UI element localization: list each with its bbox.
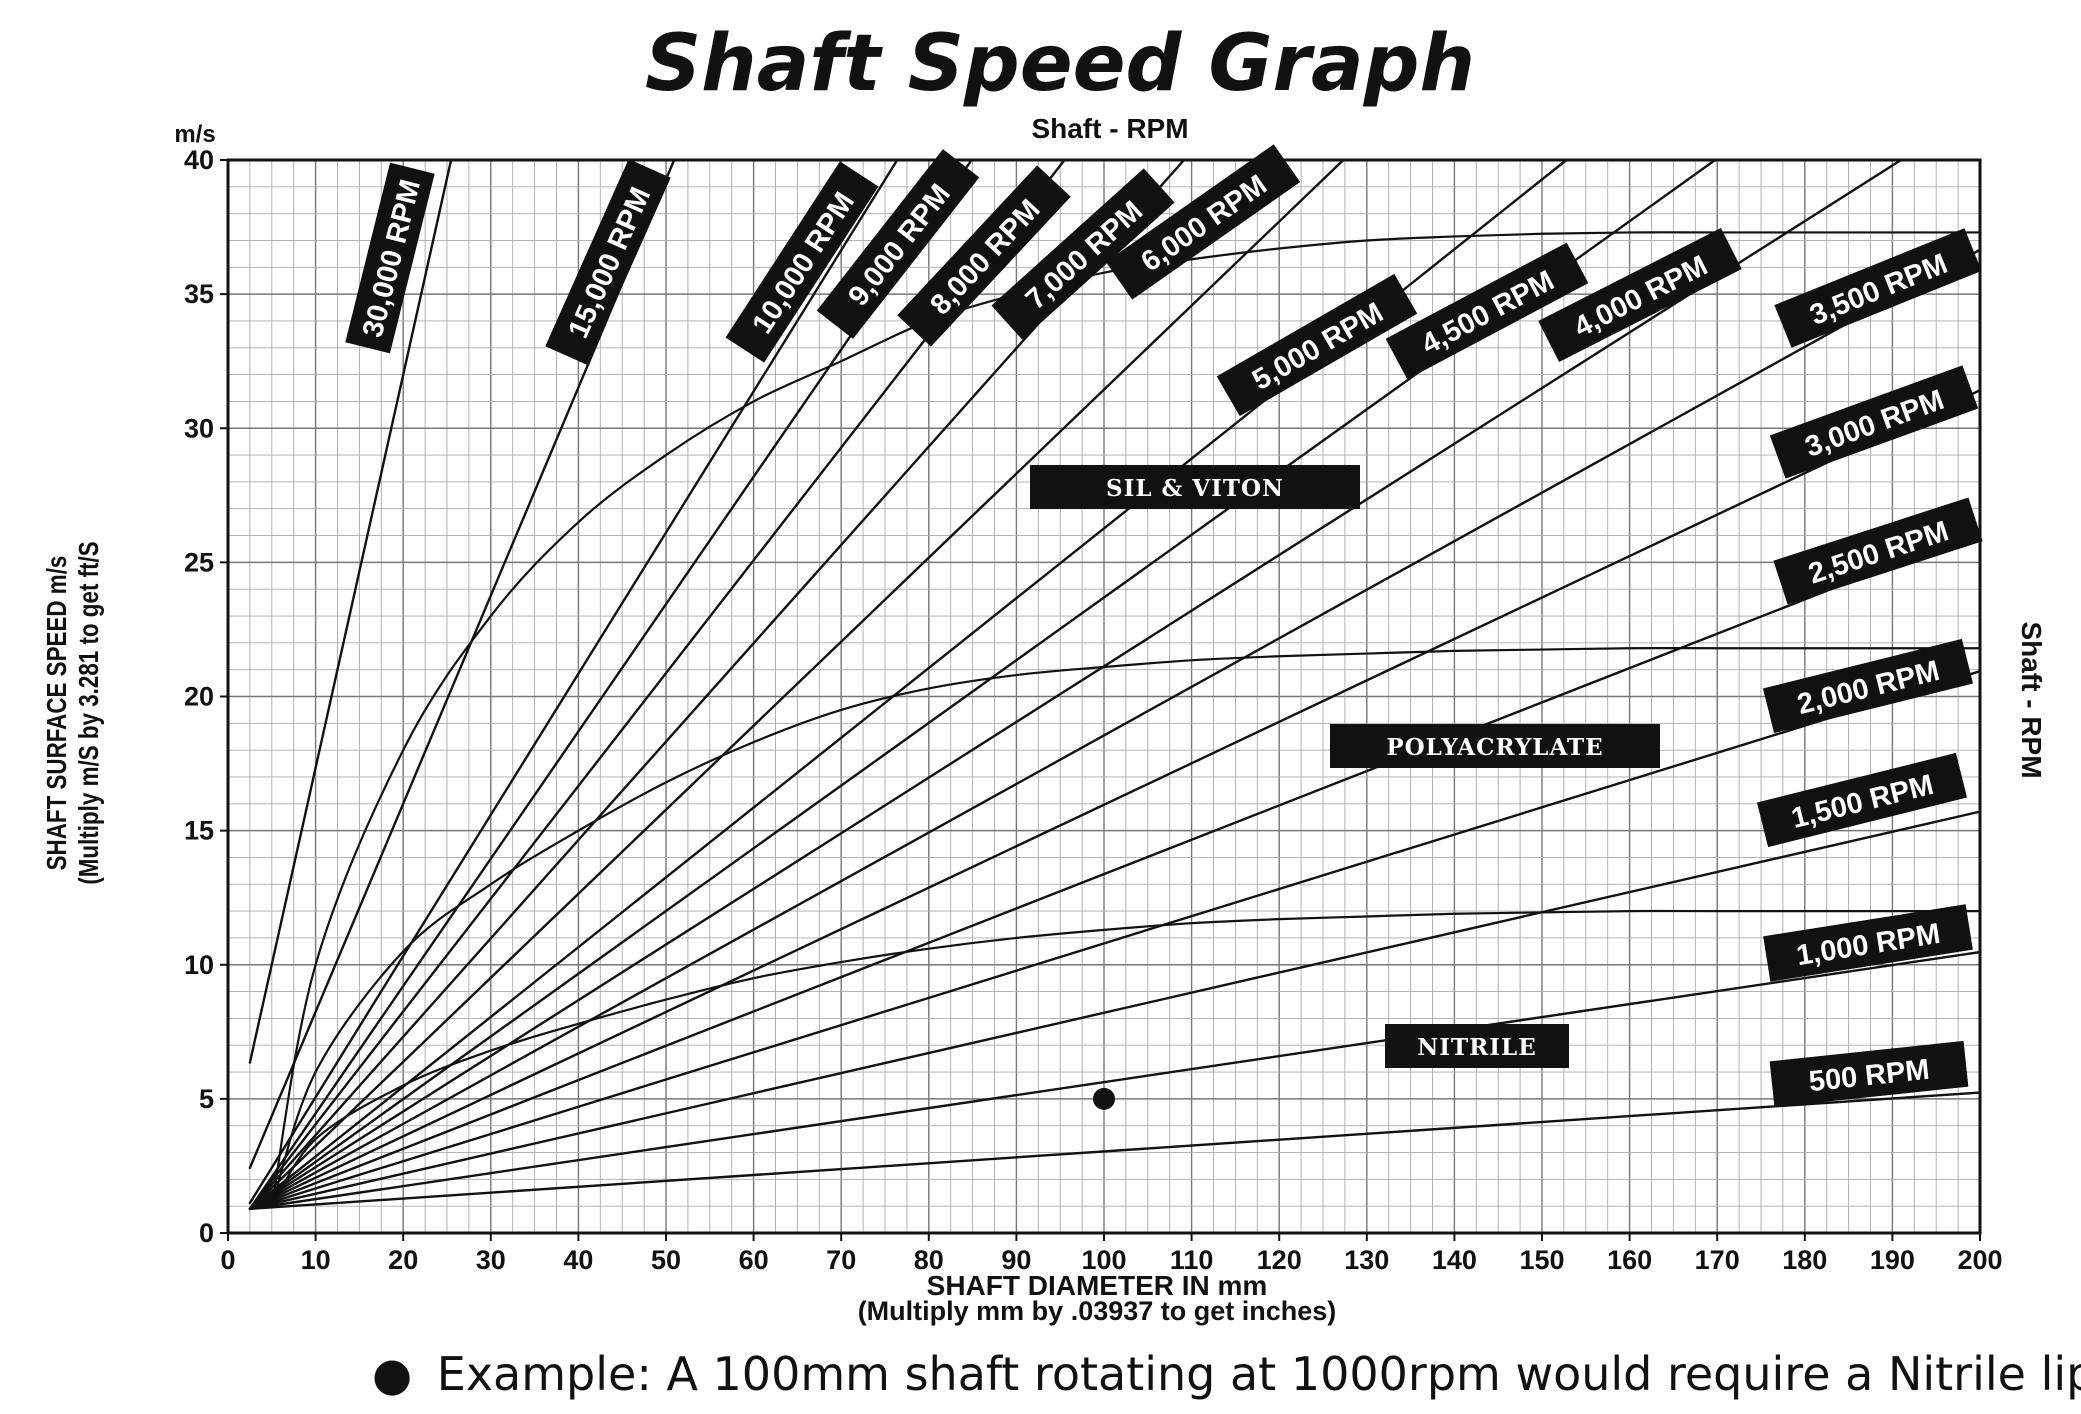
rpm-label-tag [1762,638,1974,734]
rpm-line-2500 [248,529,1982,1211]
x-tick-label: 140 [1432,1245,1477,1275]
y-tick-label: 15 [184,816,214,846]
chart-title: Shaft Speed Graph [645,19,1475,109]
x-tick-label: 80 [914,1245,944,1275]
x-tick-label: 40 [563,1245,593,1275]
rpm-label-tag [1216,273,1418,417]
material-labels: SIL & VITON POLYACRYLATE NITRILE [1030,465,1660,1068]
rpm-line-3500 [248,248,1982,1211]
x-tick-label: 10 [301,1245,331,1275]
rpm-label-tag [1385,242,1589,380]
footnote-text: Example: A 100mm shaft rotating at 1000r… [437,1347,2081,1401]
x-tick-label: 0 [220,1245,235,1275]
rpm-label-tag [1756,752,1968,848]
material-label-tag [1030,465,1360,509]
rpm-label-tag [345,162,435,354]
y-tick-label: 40 [184,145,214,175]
y-tick-label: 20 [184,682,214,712]
rpm-label-tag [725,161,879,363]
y-axis-label-line1: SHAFT SURFACE SPEED m/s [42,556,73,871]
x-tick-label: 150 [1519,1245,1564,1275]
rpm-line-30000 [248,158,453,1064]
rpm-label-3000: 3,000 RPM [1769,365,1979,479]
footnote: ● Example: A 100mm shaft rotating at 100… [372,1347,2081,1401]
y-tick-label: 0 [199,1218,214,1248]
rpm-label-tag [897,165,1071,347]
rpm-line-7000 [248,158,1186,1211]
x-tick-label: 160 [1607,1245,1652,1275]
footnote-bullet: ● [372,1347,412,1401]
x-axis-label-line1: SHAFT DIAMETER IN mm [927,1270,1268,1301]
material-label-polyacrylate: POLYACRYLATE [1330,724,1660,768]
rpm-label-500: 500 RPM [1769,1040,1969,1108]
x-tick-label: 110 [1170,1245,1214,1275]
rpm-lines [248,158,1982,1211]
grid [227,159,1981,1234]
rpm-line-2000 [248,669,1982,1211]
top-axis-label: Shaft - RPM [1031,113,1188,144]
rpm-label-2000: 2,000 RPM [1762,638,1974,734]
rpm-line-1000 [248,950,1982,1211]
y-unit-label: m/s [174,121,215,148]
rpm-label-tag [991,168,1175,340]
axes: 0 10 20 30 40 50 60 70 80 90 100 110 120 130 140 150 160… [184,145,2003,1275]
rpm-label-tag [1773,497,1983,605]
x-tick-label: 120 [1257,1245,1302,1275]
y-tick-label: 5 [199,1084,214,1114]
rpm-label-30000: 30,000 RPM [345,162,435,354]
x-tick-label: 130 [1344,1245,1389,1275]
x-tick-label: 200 [1957,1245,2002,1275]
x-tick-label: 50 [651,1245,681,1275]
rpm-line-1500 [248,810,1982,1211]
y-tick-label: 35 [184,279,214,309]
x-tick-label: 20 [388,1245,418,1275]
x-tick-label: 60 [739,1245,769,1275]
rpm-label-tag [1774,228,1982,348]
x-axis-label-line2: (Multiply mm by .03937 to get inches) [858,1296,1337,1326]
y-tick-label: 30 [184,413,214,443]
x-tick-label: 170 [1695,1245,1740,1275]
rpm-label-tag [545,159,671,365]
material-label-text: POLYACRYLATE [1386,734,1603,761]
rpm-label-tag [1763,904,1973,982]
material-label-nitrile: NITRILE [1385,1024,1569,1068]
rpm-label-tag [1769,365,1979,479]
rpm-line-10000 [248,158,899,1205]
material-label-text: SIL & VITON [1106,475,1284,502]
x-tick-label: 90 [1001,1245,1031,1275]
y-axis-label-line2: (Multiply m/S by 3.281 to get ft/S [74,541,105,884]
rpm-label-15000: 15,000 RPM [545,159,671,365]
rpm-label-tag [1105,144,1301,300]
y-tick-label: 25 [184,547,214,577]
rpm-line-3000 [248,389,1982,1211]
material-label-tag [1385,1024,1569,1068]
x-tick-label: 180 [1782,1245,1827,1275]
material-label-tag [1330,724,1660,768]
y-tick-label: 10 [184,950,214,980]
example-point [1093,1087,1115,1110]
rpm-label-1500: 1,500 RPM [1756,752,1968,848]
rpm-line-500 [248,1091,1982,1211]
rpm-label-tag [1769,1040,1969,1108]
x-tick-label: 190 [1870,1245,1915,1275]
rpm-label-1000: 1,000 RPM [1763,904,1973,982]
material-label-sil-viton: SIL & VITON [1030,465,1360,509]
rpm-label-tag [1538,227,1742,363]
right-axis-label: Shaft - RPM [2016,621,2047,778]
rpm-label-tag [816,149,980,339]
x-tick-label: 70 [826,1245,856,1275]
x-tick-label: 30 [476,1245,506,1275]
rpm-line-6000 [248,158,1345,1211]
rpm-line-4000 [248,158,1903,1211]
x-tick-label: 100 [1081,1245,1126,1275]
material-label-text: NITRILE [1417,1034,1536,1061]
